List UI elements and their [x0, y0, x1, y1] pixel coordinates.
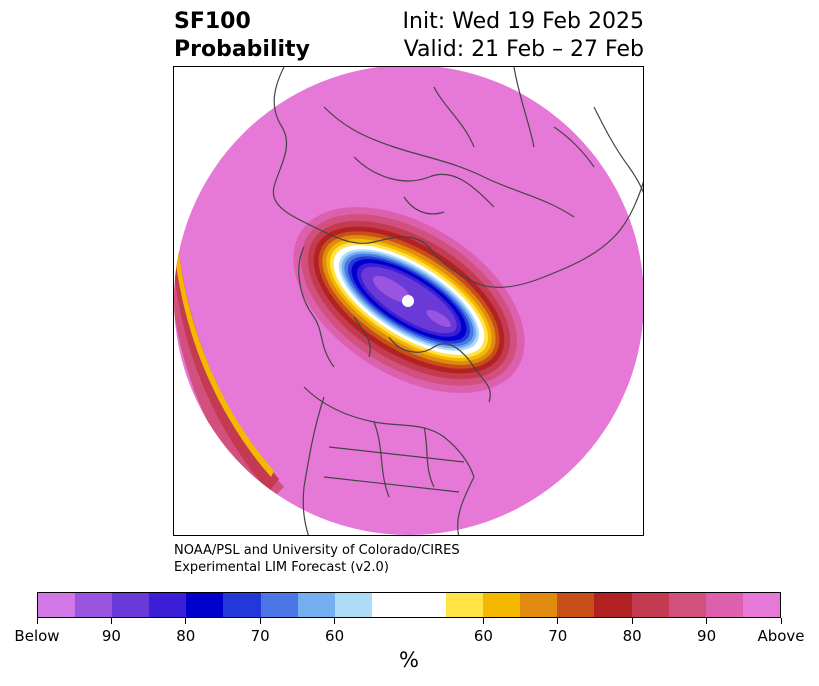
colorbar-below-swatch-9 — [334, 593, 372, 617]
colorbar-tick-label: 60 — [473, 627, 493, 645]
colorbar-above-swatch-8 — [705, 593, 743, 617]
colorbar-tick-label: 80 — [176, 627, 196, 645]
colorbar-tick-mark — [706, 618, 708, 624]
colorbar-tick-label: Below — [14, 627, 60, 645]
colorbar-tick-mark — [780, 618, 782, 624]
colorbar-above-swatch-1 — [446, 593, 484, 617]
colorbar-tick-label: 80 — [622, 627, 642, 645]
colorbar-tick-label: 70 — [548, 627, 568, 645]
colorbar-below-swatch-3 — [112, 593, 150, 617]
colorbar-below-swatch-7 — [260, 593, 298, 617]
credit-line-2: Experimental LIM Forecast (v2.0) — [174, 560, 389, 575]
credit-line-1: NOAA/PSL and University of Colorado/CIRE… — [174, 543, 460, 558]
colorbar-neutral-swatch — [371, 593, 447, 617]
colorbar-above-swatch-5 — [594, 593, 632, 617]
pole-marker — [402, 295, 414, 307]
init-date: Init: Wed 19 Feb 2025 — [402, 9, 644, 34]
colorbar-tick-label: 90 — [697, 627, 717, 645]
colorbar-units-label: % — [399, 648, 419, 672]
colorbar-tick-mark — [36, 618, 38, 624]
colorbar-above-swatch-4 — [557, 593, 595, 617]
colorbar-below-swatch-2 — [75, 593, 113, 617]
colorbar-tick-label: Above — [757, 627, 805, 645]
colorbar-above-swatch-6 — [631, 593, 669, 617]
variable-name: SF100 — [174, 9, 251, 34]
colorbar-tick-mark — [482, 618, 484, 624]
colorbar-tick-mark — [185, 618, 187, 624]
colorbar-tick-mark — [259, 618, 261, 624]
title-block-right: Init: Wed 19 Feb 2025 Valid: 21 Feb – 27… — [403, 8, 644, 64]
colorbar-above-swatch-3 — [520, 593, 558, 617]
polar-map — [174, 67, 643, 535]
colorbar-above-swatch-7 — [668, 593, 706, 617]
colorbar-below-swatch-8 — [297, 593, 335, 617]
map-panel — [173, 66, 644, 536]
colorbar-below-swatch-5 — [186, 593, 224, 617]
colorbar-below-swatch-4 — [149, 593, 187, 617]
valid-range: Valid: 21 Feb – 27 Feb — [403, 37, 644, 62]
colorbar-tick-label: 90 — [101, 627, 121, 645]
colorbar-tick-label: 60 — [325, 627, 345, 645]
colorbar-below-swatch-6 — [223, 593, 261, 617]
colorbar-tick-mark — [631, 618, 633, 624]
colorbar-tick-mark — [334, 618, 336, 624]
title-block-left: SF100 Probability — [174, 8, 310, 64]
product-name: Probability — [174, 37, 310, 62]
colorbar-above-swatch-9 — [742, 593, 780, 617]
colorbar-tick-mark — [110, 618, 112, 624]
colorbar-tick-mark — [557, 618, 559, 624]
credit-text: NOAA/PSL and University of Colorado/CIRE… — [174, 542, 460, 576]
colorbar-above-swatch-2 — [483, 593, 521, 617]
colorbar-below-swatch-1 — [38, 593, 76, 617]
colorbar — [37, 592, 781, 618]
colorbar-tick-label: 70 — [250, 627, 270, 645]
coastlines — [272, 67, 643, 535]
